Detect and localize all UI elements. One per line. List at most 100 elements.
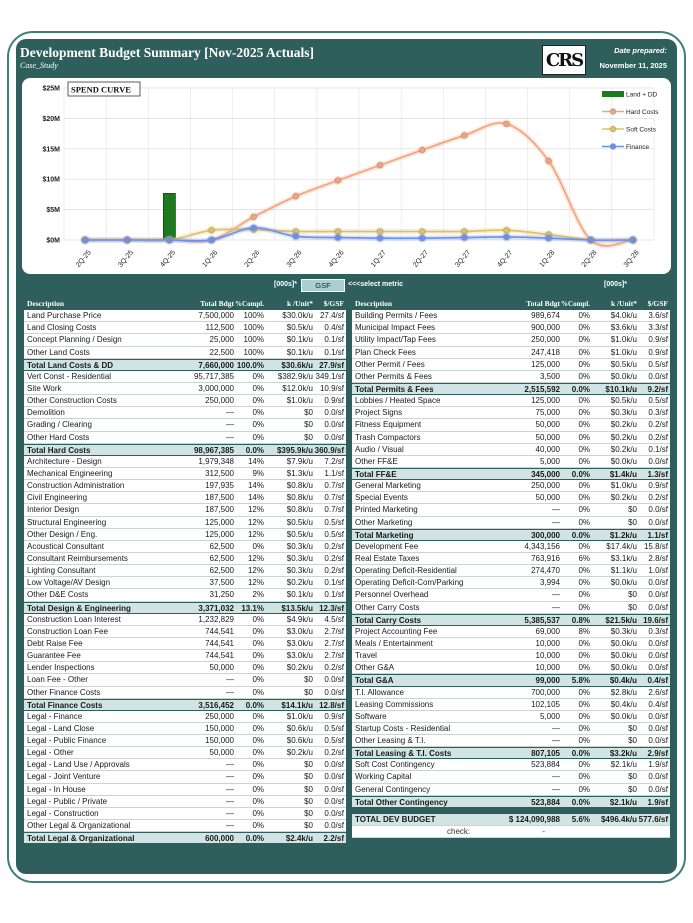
row-percent-complete: 12% [247, 529, 264, 539]
row-per-gsf: 0.0/sf [648, 638, 668, 648]
row-description: Legal - Joint Venture [27, 772, 101, 782]
row-description: Architecture - Design [27, 456, 102, 466]
row-description: Concept Planning / Design [27, 335, 122, 345]
table-row: Building Permits / Fees 989,674 0% $4.0k/u 3… [352, 310, 670, 323]
col-description-header: Description [355, 299, 393, 308]
table-row: Other FF&E 5,000 0% $0.0k/u 0.0/sf [352, 456, 670, 468]
row-per-unit: $0.0k/u [610, 578, 637, 588]
col-description-header: Description [27, 299, 65, 308]
row-total-budget: $ 124,090,988 [508, 814, 560, 824]
row-per-gsf: 0.9/sf [648, 481, 668, 491]
row-description: Mechanical Engineering [27, 468, 113, 478]
row-per-gsf: 0.1/sf [648, 444, 668, 454]
row-total-budget: 112,500 [205, 323, 234, 333]
series-point [587, 236, 594, 244]
row-per-unit: $0.5k/u [286, 517, 313, 527]
row-percent-complete: 14% [247, 456, 264, 466]
row-description: Other Permits & Fees [355, 371, 432, 381]
row-per-unit: $0.2k/u [286, 748, 313, 758]
row-percent-complete: 0% [252, 736, 264, 746]
row-description: Total Hard Costs [27, 445, 91, 455]
row-description: Building Permits / Fees [355, 311, 438, 321]
series-point [377, 162, 384, 169]
table-row: Lobbies / Heated Space 125,000 0% $0.5k/u 0.… [352, 395, 670, 408]
row-description: Total Carry Costs [355, 615, 422, 625]
series-point [292, 233, 299, 240]
series-point [208, 236, 215, 244]
metric-right-unit-label: [000s]* [604, 281, 627, 288]
budget-table-right: Description Total Bdgt %Compl. k /Unit* … [352, 298, 670, 839]
x-tick-label: 2Q-27 [412, 249, 430, 268]
row-per-unit: $0 [628, 602, 637, 612]
series-point [545, 235, 552, 242]
row-percent-complete: 12% [247, 578, 264, 588]
row-description: Other Design / Eng. [27, 529, 98, 539]
row-per-gsf: 0.2/sf [648, 420, 668, 430]
series-point [419, 228, 426, 235]
row-description: Construction Loan Interest [27, 614, 121, 624]
row-percent-complete: 0% [578, 638, 590, 648]
row-percent-complete: 14% [247, 481, 264, 491]
table-row: Municipal Impact Fees 900,000 0% $3.6k/u 3.3… [352, 322, 670, 335]
row-per-gsf: 0.1/sf [324, 347, 344, 357]
row-description: Other Leasing & T.I. [355, 736, 426, 746]
legend-label: Soft Costs [626, 127, 657, 134]
row-per-unit: $0.1k/u [286, 347, 313, 357]
table-row: Project Accounting Fee 69,000 8% $0.3k/u 0.3… [352, 626, 670, 638]
row-percent-complete: 14% [247, 493, 264, 503]
table-header: Description Total Bdgt %Compl. k /Unit* … [352, 298, 670, 311]
row-total-budget: — [552, 590, 560, 600]
row-description: Other Land Costs [27, 347, 90, 357]
row-per-unit: $30.6k/u [281, 360, 313, 370]
row-description: Total Legal & Organizational [27, 834, 135, 844]
row-total-budget: 744,541 [205, 651, 234, 661]
row-percent-complete: 0% [578, 723, 590, 733]
x-tick-label: 1Q-26 [201, 249, 219, 268]
row-per-gsf: 0.0/sf [324, 784, 344, 794]
table-row: Other Permits & Fees 3,500 0% $0.0k/u 0.0/sf [352, 371, 670, 383]
row-total-budget: 989,674 [531, 311, 560, 321]
row-total-budget: 37,500 [209, 578, 234, 588]
table-row: Other Finance Costs — 0% $0 0.0/sf [24, 687, 346, 699]
series-point [82, 236, 89, 244]
metric-select-hint: <<<select metric [348, 281, 404, 288]
row-percent-complete: 0% [578, 517, 590, 527]
row-description: Total Land Costs & DD [27, 360, 114, 370]
table-row: Legal - Finance 250,000 0% $1.0k/u 0.9/sf [24, 711, 346, 723]
row-percent-complete: 12% [247, 553, 264, 563]
table-row: Acoustical Consultant 62,500 0% $0.3k/u 0.2/… [24, 541, 346, 553]
row-per-unit: $1.0k/u [286, 711, 313, 721]
row-total-budget: 1,979,348 [198, 456, 234, 466]
row-percent-complete: 9% [252, 468, 264, 478]
row-per-gsf: 0.1/sf [324, 578, 344, 588]
table-row: Other Construction Costs 250,000 0% $1.0k/u… [24, 395, 346, 408]
row-per-gsf: 0.0/sf [648, 578, 668, 588]
x-tick-label: 3Q-28 [623, 249, 641, 268]
row-per-gsf: 15.8/sf [643, 541, 668, 551]
row-description: Legal - Land Use / Approvals [27, 760, 130, 770]
x-tick-label: 1Q-27 [370, 249, 388, 268]
row-total-budget: 125,000 [531, 396, 560, 406]
table-row: Demolition — 0% $0 0.0/sf [24, 407, 346, 420]
row-per-unit: $0.1k/u [286, 335, 313, 345]
row-description: Construction Administration [27, 481, 125, 491]
table-row: Interior Design 187,500 12% $0.8k/u 0.7/sf [24, 504, 346, 517]
row-per-gsf: 0.0/sf [648, 651, 668, 661]
row-per-unit: $1.0k/u [610, 347, 637, 357]
row-description: Total Marketing [355, 530, 414, 540]
x-tick-label: 3Q-27 [454, 249, 472, 268]
row-description: Development Fee [355, 541, 419, 551]
row-total-budget: 95,717,385 [193, 371, 234, 381]
row-per-unit: $0.0k/u [610, 456, 637, 466]
row-percent-complete: 12% [247, 566, 264, 576]
row-per-gsf: 0.0/sf [648, 663, 668, 673]
row-total-budget: 10,000 [535, 638, 560, 648]
metric-select[interactable]: GSF [301, 279, 345, 292]
x-tick-label: 1Q-28 [539, 249, 557, 268]
row-per-unit: $0 [304, 408, 313, 418]
row-per-unit: $0 [628, 590, 637, 600]
row-percent-complete: 0% [252, 432, 264, 442]
row-per-gsf: 9.2/sf [647, 384, 668, 394]
table-row: Operating Deficit-Residential 274,470 0% $1… [352, 565, 670, 578]
row-per-unit: $496.4k/u [600, 814, 637, 824]
